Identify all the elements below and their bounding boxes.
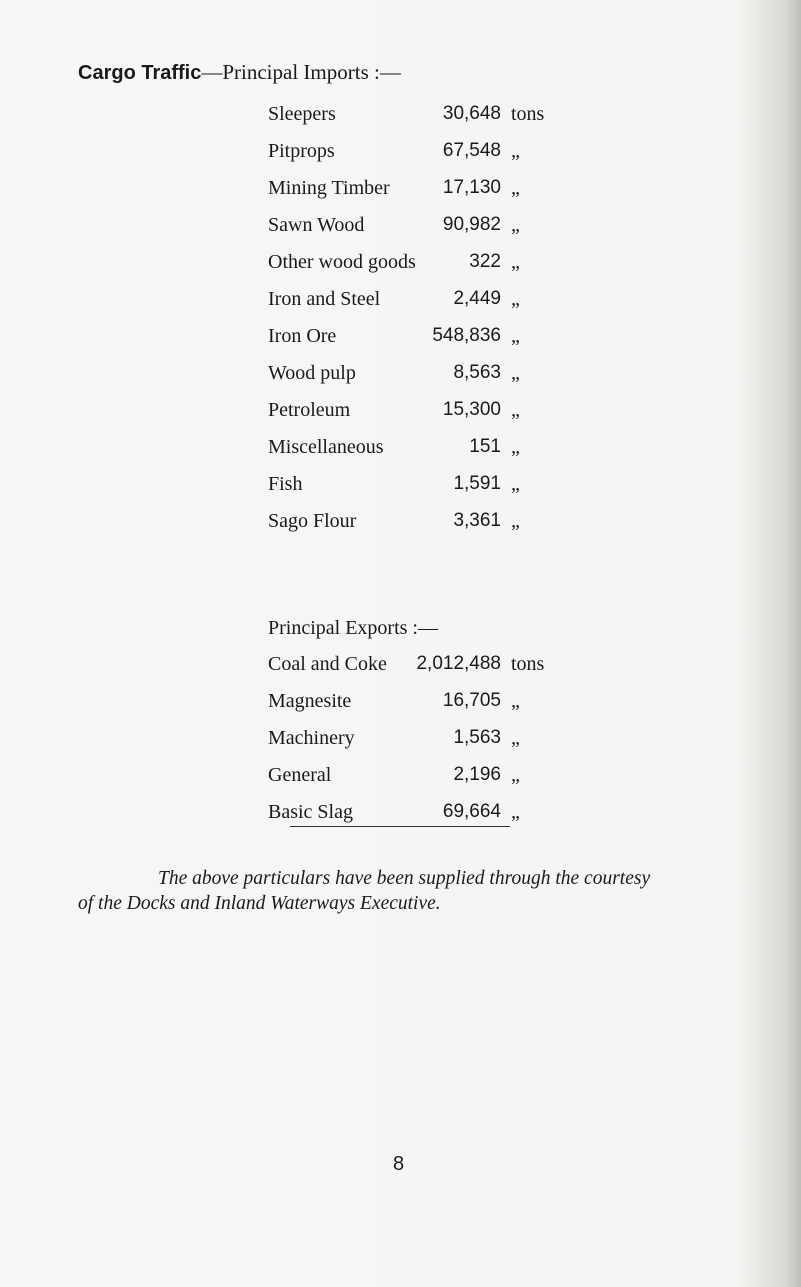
table-row: Miscellaneous 151 „ xyxy=(268,436,608,466)
commodity-name: Sleepers xyxy=(268,103,336,125)
unit-label: „ xyxy=(511,764,520,786)
tonnage-value: 1,591 xyxy=(453,473,501,494)
commodity-name: Sawn Wood xyxy=(268,214,365,236)
tonnage-value: 548,836 xyxy=(432,325,501,346)
table-row: Sawn Wood 90,982 „ xyxy=(268,214,608,244)
unit-label: „ xyxy=(511,510,520,532)
table-row: Iron and Steel 2,449 „ xyxy=(268,288,608,318)
page-title: Cargo Traffic—Principal Imports :— xyxy=(78,60,401,85)
commodity-name: Petroleum xyxy=(268,399,351,421)
unit-label: „ xyxy=(511,325,520,347)
unit-label: „ xyxy=(511,436,520,458)
commodity-name: Iron and Steel xyxy=(268,288,381,310)
table-row: Wood pulp 8,563 „ xyxy=(268,362,608,392)
title-rest: —Principal Imports :— xyxy=(201,60,401,84)
table-row: Petroleum 15,300 „ xyxy=(268,399,608,429)
tonnage-value: 2,012,488 xyxy=(416,653,501,674)
tonnage-value: 30,648 xyxy=(442,103,501,124)
tonnage-value: 69,664 xyxy=(442,801,501,822)
unit-label: „ xyxy=(511,727,520,749)
table-row: Coal and Coke 2,012,488 tons xyxy=(268,653,608,683)
table-row: Mining Timber 17,130 „ xyxy=(268,177,608,207)
tonnage-value: 2,196 xyxy=(453,764,501,785)
commodity-name: Fish xyxy=(268,473,303,495)
commodity-name: Wood pulp xyxy=(268,362,356,384)
table-row: Fish 1,591 „ xyxy=(268,473,608,503)
title-bold: Cargo Traffic xyxy=(78,62,202,84)
commodity-name: Miscellaneous xyxy=(268,436,384,458)
commodity-name: Basic Slag xyxy=(268,801,353,823)
footnote-line: of the Docks and Inland Waterways Execut… xyxy=(78,893,441,914)
tonnage-value: 67,548 xyxy=(442,140,501,161)
unit-label: tons xyxy=(511,653,545,675)
unit-label: „ xyxy=(511,288,520,310)
unit-label: „ xyxy=(511,177,520,199)
commodity-name: Sago Flour xyxy=(268,510,357,532)
commodity-name: Iron Ore xyxy=(268,325,337,347)
table-row: Machinery 1,563 „ xyxy=(268,727,608,757)
table-row: Other wood goods 322 „ xyxy=(268,251,608,281)
commodity-name: Other wood goods xyxy=(268,251,416,273)
table-row: Magnesite 16,705 „ xyxy=(268,690,608,720)
commodity-name: Pitprops xyxy=(268,140,335,162)
unit-label: „ xyxy=(511,140,520,162)
tonnage-value: 1,563 xyxy=(453,727,501,748)
unit-label: „ xyxy=(511,473,520,495)
commodity-name: Magnesite xyxy=(268,690,352,712)
unit-label: „ xyxy=(511,399,520,421)
table-row: Sago Flour 3,361 „ xyxy=(268,510,608,540)
footnote-line: The above particulars have been supplied… xyxy=(158,868,651,889)
unit-label: „ xyxy=(511,214,520,236)
commodity-name: Mining Timber xyxy=(268,177,390,199)
tonnage-value: 3,361 xyxy=(453,510,501,531)
unit-label: tons xyxy=(511,103,545,125)
tonnage-value: 322 xyxy=(469,251,501,272)
tonnage-value: 16,705 xyxy=(442,690,501,711)
table-row: General 2,196 „ xyxy=(268,764,608,794)
commodity-name: Coal and Coke xyxy=(268,653,387,675)
unit-label: „ xyxy=(511,801,520,823)
table-row: Sleepers 30,648 tons xyxy=(268,103,608,133)
divider xyxy=(290,826,510,827)
footnote: The above particulars have been supplied… xyxy=(78,866,738,916)
tonnage-value: 90,982 xyxy=(442,214,501,235)
unit-label: „ xyxy=(511,251,520,273)
unit-label: „ xyxy=(511,690,520,712)
tonnage-value: 151 xyxy=(469,436,501,457)
tonnage-value: 2,449 xyxy=(453,288,501,309)
commodity-name: General xyxy=(268,764,332,786)
table-row: Iron Ore 548,836 „ xyxy=(268,325,608,355)
table-row: Basic Slag 69,664 „ xyxy=(268,801,608,831)
commodity-name: Machinery xyxy=(268,727,355,749)
exports-heading: Principal Exports :— xyxy=(268,617,438,639)
tonnage-value: 8,563 xyxy=(453,362,501,383)
unit-label: „ xyxy=(511,362,520,384)
page-number: 8 xyxy=(393,1153,405,1175)
tonnage-value: 15,300 xyxy=(442,399,501,420)
tonnage-value: 17,130 xyxy=(442,177,501,198)
table-row: Pitprops 67,548 „ xyxy=(268,140,608,170)
